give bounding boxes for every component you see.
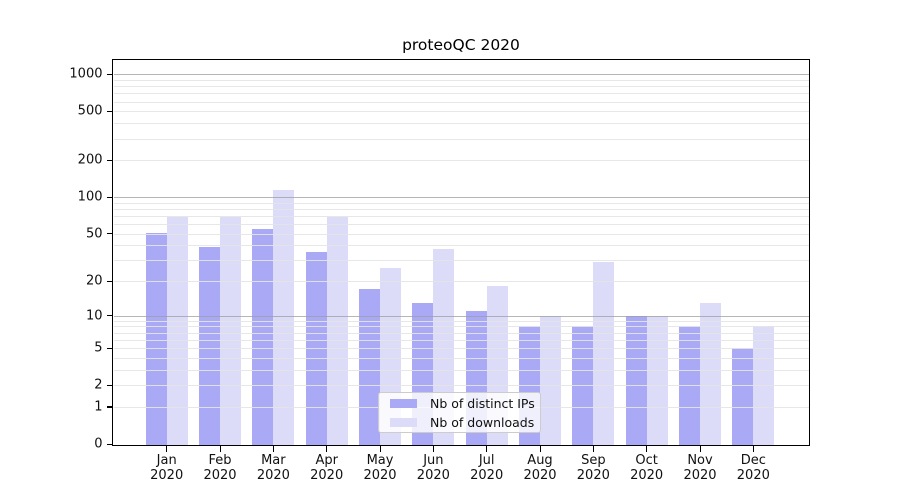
minor-gridline-7 xyxy=(113,332,810,334)
bar-feb-distinct-ips xyxy=(199,246,221,446)
minor-gridline-60 xyxy=(113,224,810,226)
y-tick-100 xyxy=(106,196,113,198)
y-tick-label-0: 0 xyxy=(94,436,103,452)
x-tick-aug xyxy=(539,445,541,452)
minor-gridline-3 xyxy=(113,369,810,371)
bar-feb-downloads xyxy=(220,217,242,446)
y-tick-2 xyxy=(106,384,113,386)
x-tick-jan xyxy=(166,445,168,452)
y-tick-200 xyxy=(106,159,113,161)
y-tick-label-200: 200 xyxy=(77,152,103,168)
minor-gridline-20 xyxy=(113,281,810,283)
y-tick-0 xyxy=(106,443,113,445)
minor-gridline-300 xyxy=(113,138,810,140)
y-tick-label-100: 100 xyxy=(77,189,103,205)
legend-swatch-downloads xyxy=(390,417,417,427)
legend-item-downloads: Nb of downloads xyxy=(385,414,534,430)
x-tick-label-feb-2020: Feb 2020 xyxy=(203,452,237,484)
bar-apr-downloads xyxy=(326,217,348,446)
x-tick-jun xyxy=(432,445,435,452)
x-tick-label-nov-2020: Nov 2020 xyxy=(683,452,717,484)
bar-dec-distinct-ips xyxy=(732,348,754,446)
y-tick-10 xyxy=(106,315,113,317)
y-tick-500 xyxy=(106,110,113,113)
x-tick-nov xyxy=(699,445,701,452)
major-gridline-10 xyxy=(113,315,810,317)
y-tick-50 xyxy=(106,233,113,235)
x-tick-label-jul-2020: Jul 2020 xyxy=(470,452,504,484)
minor-gridline-90 xyxy=(113,202,810,204)
x-tick-oct xyxy=(646,445,648,452)
legend-swatch-distinct-ips xyxy=(390,398,417,408)
x-tick-label-may-2020: May 2020 xyxy=(363,452,397,484)
x-tick-may xyxy=(379,445,381,452)
x-tick-sep xyxy=(592,445,595,452)
y-tick-label-1000: 1000 xyxy=(69,66,103,82)
legend-label-downloads: Nb of downloads xyxy=(430,414,535,430)
minor-gridline-40 xyxy=(113,245,810,247)
y-tick-label-500: 500 xyxy=(77,103,103,119)
y-tick-1 xyxy=(106,406,113,408)
legend-item-distinct-ips: Nb of distinct IPs xyxy=(385,395,535,411)
y-tick-label-20: 20 xyxy=(85,273,103,289)
y-tick-label-10: 10 xyxy=(85,308,103,324)
x-tick-apr xyxy=(326,445,328,452)
minor-gridline-2 xyxy=(113,385,810,387)
bar-sep-downloads xyxy=(593,262,615,446)
bar-may-distinct-ips xyxy=(359,289,381,446)
minor-gridline-500 xyxy=(113,111,810,113)
minor-gridline-4 xyxy=(113,357,810,359)
x-tick-feb xyxy=(219,445,221,452)
x-tick-label-aug-2020: Aug 2020 xyxy=(523,452,557,484)
minor-gridline-9 xyxy=(113,320,810,322)
y-tick-1000 xyxy=(106,73,113,76)
y-tick-label-5: 5 xyxy=(94,340,103,356)
x-tick-label-jun-2020: Jun 2020 xyxy=(416,452,450,484)
minor-gridline-700 xyxy=(113,93,810,95)
y-tick-5 xyxy=(106,347,113,349)
y-tick-label-50: 50 xyxy=(85,226,103,242)
bar-mar-downloads xyxy=(273,190,295,446)
bar-jan-distinct-ips xyxy=(145,232,167,446)
x-tick-label-oct-2020: Oct 2020 xyxy=(630,452,664,484)
y-tick-label-2: 2 xyxy=(94,377,103,393)
minor-gridline-70 xyxy=(113,215,810,217)
minor-gridline-600 xyxy=(113,101,810,103)
bar-mar-distinct-ips xyxy=(252,228,274,446)
minor-gridline-800 xyxy=(113,86,810,88)
x-tick-label-mar-2020: Mar 2020 xyxy=(256,452,290,484)
x-tick-mar xyxy=(272,445,275,452)
y-tick-label-1: 1 xyxy=(94,399,103,415)
bar-aug-downloads xyxy=(540,315,561,446)
bar-jan-downloads xyxy=(166,217,188,446)
x-tick-label-jan-2020: Jan 2020 xyxy=(150,452,184,484)
bar-oct-downloads xyxy=(646,315,668,446)
y-tick-20 xyxy=(106,280,113,282)
x-tick-label-sep-2020: Sep 2020 xyxy=(576,452,610,484)
legend-label-distinct-ips: Nb of distinct IPs xyxy=(430,395,535,411)
x-tick-label-dec-2020: Dec 2020 xyxy=(736,452,770,484)
bar-oct-distinct-ips xyxy=(625,315,647,446)
minor-gridline-900 xyxy=(113,79,810,81)
x-tick-label-apr-2020: Apr 2020 xyxy=(310,452,344,484)
minor-gridline-5 xyxy=(113,348,810,350)
x-tick-dec xyxy=(752,445,755,452)
major-gridline-1000 xyxy=(113,74,810,76)
minor-gridline-80 xyxy=(113,208,810,210)
minor-gridline-30 xyxy=(113,260,810,262)
minor-gridline-400 xyxy=(113,123,810,125)
major-gridline-100 xyxy=(113,197,810,199)
legend: Nb of distinct IPs Nb of downloads xyxy=(378,392,541,433)
chart-title: proteoQC 2020 xyxy=(402,36,520,54)
minor-gridline-6 xyxy=(113,339,810,341)
bar-nov-downloads xyxy=(700,302,721,446)
minor-gridline-8 xyxy=(113,326,810,328)
minor-gridline-200 xyxy=(113,160,810,162)
x-tick-jul xyxy=(486,445,488,452)
minor-gridline-50 xyxy=(113,233,810,235)
